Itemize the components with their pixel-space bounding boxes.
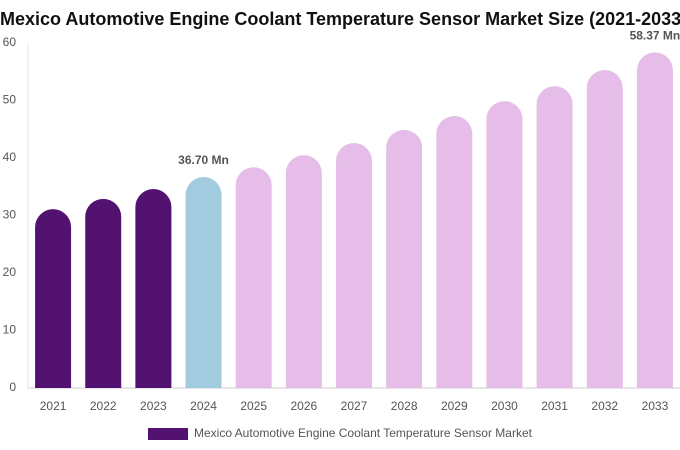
bar [235,167,272,388]
x-tick-label: 2033 [642,399,669,413]
chart-title: Mexico Automotive Engine Coolant Tempera… [0,9,680,29]
x-tick-label: 2030 [491,399,518,413]
bar [586,70,623,389]
y-tick-label: 60 [3,35,17,49]
x-tick-label: 2027 [341,399,368,413]
bar [486,101,523,388]
x-tick-label: 2028 [391,399,418,413]
bar [85,198,122,388]
data-label: 58.37 Mn [630,29,680,43]
y-tick-label: 20 [3,265,17,279]
x-tick-label: 2024 [190,399,217,413]
bar [336,143,372,388]
bar [135,189,172,388]
y-tick-label: 10 [3,323,17,337]
x-tick-label: 2032 [591,399,618,413]
y-tick-label: 0 [9,380,16,394]
bar [185,176,222,388]
legend-label: Mexico Automotive Engine Coolant Tempera… [194,426,533,440]
legend-swatch [148,428,188,440]
bar [436,116,473,388]
x-tick-label: 2031 [541,399,568,413]
x-tick-label: 2029 [441,399,468,413]
y-tick-label: 30 [3,208,17,222]
bar [536,86,573,388]
x-tick-label: 2025 [240,399,267,413]
y-tick-label: 50 [3,93,17,107]
y-tick-label: 40 [3,150,17,164]
bar [386,129,423,388]
bar [636,52,673,389]
x-tick-label: 2021 [40,399,67,413]
x-tick-label: 2026 [290,399,317,413]
x-tick-label: 2022 [90,399,117,413]
data-label: 36.70 Mn [178,153,229,167]
x-tick-label: 2023 [140,399,167,413]
bar [285,155,322,388]
bar [35,209,72,388]
